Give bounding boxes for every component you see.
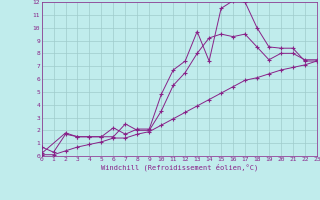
X-axis label: Windchill (Refroidissement éolien,°C): Windchill (Refroidissement éolien,°C) (100, 164, 258, 171)
